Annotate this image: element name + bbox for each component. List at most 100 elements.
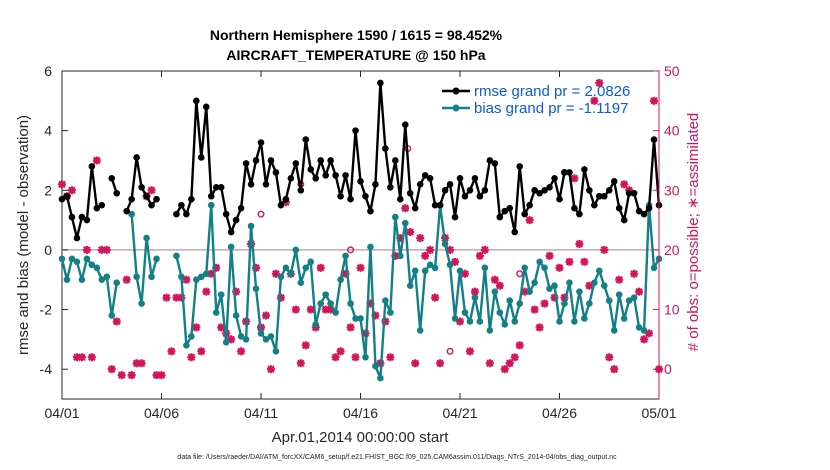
x-tick-label: 04/16 xyxy=(343,405,378,421)
bias-point xyxy=(551,282,558,289)
rmse-point xyxy=(58,195,66,203)
rmse-point xyxy=(377,79,384,87)
rmse-point xyxy=(83,216,91,224)
bias-point xyxy=(317,300,325,307)
rmse-point xyxy=(362,192,369,200)
rmse-point xyxy=(317,157,325,164)
bias-point xyxy=(600,282,608,289)
left-y-tick-label: -2 xyxy=(40,302,53,318)
rmse-point xyxy=(93,204,101,212)
bias-point xyxy=(571,318,578,325)
possible-obs-marker xyxy=(516,270,524,278)
bias-point xyxy=(133,273,140,281)
x-tick-labels: 04/01 04/06 04/11 04/16 04/21 04/26 05/0… xyxy=(44,405,676,421)
rmse-point xyxy=(352,127,359,134)
rmse-point xyxy=(392,157,399,164)
bias-point xyxy=(198,273,205,281)
rmse-point xyxy=(441,186,449,194)
bias-point xyxy=(178,273,185,281)
bias-point xyxy=(620,315,628,322)
rmse-point xyxy=(591,201,598,209)
assimilated-obs-marker xyxy=(465,347,474,356)
bias-point xyxy=(307,258,315,266)
rmse-point xyxy=(222,210,230,218)
bias-point xyxy=(615,291,623,298)
rmse-point xyxy=(347,195,354,203)
assimilated-obs-marker xyxy=(77,353,86,362)
bias-point xyxy=(88,261,96,269)
rmse-point xyxy=(287,175,295,182)
assimilated-obs-marker xyxy=(580,257,589,266)
assimilated-obs-marker xyxy=(187,353,196,362)
assimilated-obs-marker xyxy=(565,257,574,266)
rmse-point xyxy=(561,169,568,176)
bias-point xyxy=(625,297,633,304)
assimilated-obs-marker xyxy=(346,323,355,332)
bias-point xyxy=(347,300,354,307)
rmse-point xyxy=(193,97,200,105)
bias-point xyxy=(630,294,638,301)
right-y-axis-title: # of obs: o=possible; ∗=assimilated xyxy=(685,113,702,352)
assimilated-obs-marker xyxy=(67,186,76,195)
bias-point xyxy=(441,240,449,248)
possible-obs-marker xyxy=(347,246,355,254)
assimilated-obs-marker xyxy=(605,353,614,362)
rmse-point xyxy=(411,204,419,212)
bias-point xyxy=(232,312,240,319)
assimilated-obs-marker xyxy=(336,347,345,356)
rmse-point xyxy=(257,139,265,146)
assimilated-obs-marker xyxy=(261,311,270,320)
bias-point xyxy=(357,315,364,322)
rmse-point xyxy=(615,204,623,212)
bias-point xyxy=(217,291,225,298)
rmse-point xyxy=(178,201,185,209)
assimilated-obs-marker xyxy=(122,275,131,284)
legend-bias-label: bias grand pr = -1.1197 xyxy=(474,100,628,117)
rmse-point xyxy=(297,186,305,194)
assimilated-obs-marker xyxy=(421,251,430,260)
bias-point xyxy=(83,255,91,263)
rmse-point xyxy=(401,121,409,128)
rmse-point xyxy=(357,178,364,185)
bias-point xyxy=(252,285,260,292)
bias-point xyxy=(242,336,250,343)
bias-point xyxy=(446,261,454,269)
rmse-point xyxy=(78,213,86,221)
left-y-tick-labels: -4 -2 0 2 4 6 xyxy=(40,63,53,377)
bias-point xyxy=(397,252,404,260)
bias-point xyxy=(103,273,111,281)
bias-point xyxy=(227,243,235,251)
rmse-point xyxy=(312,175,320,182)
bias-point xyxy=(153,255,160,263)
assimilated-obs-marker xyxy=(610,365,619,374)
rmse-point xyxy=(635,207,643,215)
left-y-axis-title: rmse and bias (model - observation) xyxy=(15,115,32,355)
bias-point xyxy=(212,309,220,316)
rmse-point xyxy=(610,178,618,185)
x-tick-label: 04/26 xyxy=(542,405,577,421)
bias-point xyxy=(277,273,285,281)
bias-point xyxy=(262,336,270,343)
rmse-point xyxy=(571,204,578,212)
assimilated-obs-marker xyxy=(276,293,285,302)
rmse-point xyxy=(526,201,533,209)
bias-point xyxy=(193,276,200,284)
rmse-point xyxy=(426,175,434,182)
bias-point xyxy=(546,285,553,292)
chart-title-line2: AIRCRAFT_TEMPERATURE @ 150 hPa xyxy=(226,47,485,63)
bias-point xyxy=(491,288,499,295)
assimilated-obs-marker xyxy=(147,186,156,195)
assimilated-obs-marker xyxy=(495,281,504,290)
assimilated-obs-marker xyxy=(575,239,584,248)
bias-point xyxy=(531,279,538,287)
assimilated-obs-marker xyxy=(635,287,644,296)
bias-point xyxy=(342,252,349,260)
rmse-point xyxy=(108,175,116,182)
x-tick-label: 05/01 xyxy=(641,405,676,421)
bias-point xyxy=(581,315,588,322)
possible-obs-marker xyxy=(446,347,454,355)
assimilated-obs-marker xyxy=(192,323,201,332)
bias-point xyxy=(73,258,81,266)
rmse-point xyxy=(237,204,245,212)
assimilated-obs-marker xyxy=(406,228,415,237)
